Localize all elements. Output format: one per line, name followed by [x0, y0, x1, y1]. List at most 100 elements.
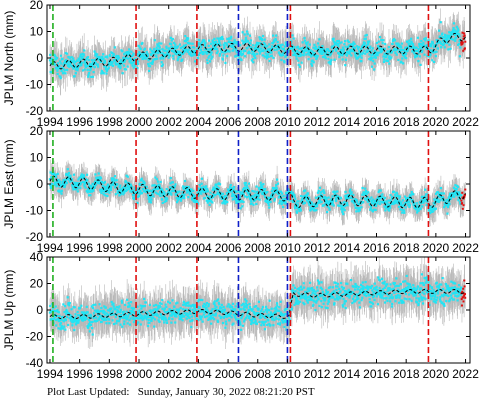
data-point	[106, 186, 109, 190]
y-tick-label: 0	[36, 51, 43, 65]
data-point	[383, 58, 386, 61]
data-point	[233, 195, 236, 198]
data-point	[333, 58, 336, 61]
data-point	[204, 41, 207, 44]
data-point	[132, 54, 135, 57]
data-point	[282, 52, 285, 55]
data-point	[160, 192, 163, 195]
data-point	[193, 194, 196, 197]
data-point	[159, 57, 162, 60]
data-point	[383, 47, 386, 50]
data-point	[247, 190, 250, 193]
recent-point	[463, 32, 466, 35]
data-point	[127, 51, 131, 54]
data-point	[87, 187, 90, 191]
data-point	[107, 63, 110, 67]
data-point	[377, 40, 380, 43]
data-point	[420, 50, 424, 54]
data-point	[109, 63, 112, 66]
data-point	[452, 27, 455, 30]
data-point	[49, 186, 53, 190]
data-point	[413, 56, 417, 59]
data-point	[197, 42, 201, 45]
data-point	[100, 191, 103, 195]
data-point	[370, 65, 374, 68]
data-point	[136, 53, 139, 56]
data-point	[388, 58, 391, 61]
data-point	[216, 185, 219, 188]
data-point	[189, 42, 192, 45]
data-point	[450, 37, 453, 41]
data-point	[142, 52, 145, 55]
data-point	[432, 51, 435, 54]
data-point	[429, 49, 432, 52]
data-point	[211, 39, 214, 42]
data-point	[198, 38, 201, 42]
data-point	[416, 36, 419, 39]
data-point	[185, 49, 188, 52]
data-point	[457, 32, 460, 35]
data-point	[425, 44, 429, 47]
data-point	[191, 42, 194, 45]
data-point	[71, 186, 74, 189]
data-point	[179, 55, 182, 58]
data-point	[413, 46, 416, 49]
data-point	[97, 182, 100, 185]
data-point	[215, 188, 218, 191]
data-point	[238, 57, 241, 60]
data-point	[154, 191, 158, 194]
data-point	[151, 192, 154, 195]
data-point	[347, 40, 350, 44]
data-point	[424, 46, 428, 49]
data-point	[404, 46, 407, 50]
data-point	[210, 42, 213, 45]
data-point	[92, 183, 96, 186]
data-point	[309, 52, 312, 55]
data-point	[136, 201, 139, 204]
data-point	[250, 200, 253, 203]
data-point	[62, 179, 65, 182]
data-point	[450, 33, 453, 36]
data-point	[443, 46, 446, 49]
data-point	[410, 37, 413, 40]
data-point	[69, 62, 72, 65]
data-point	[393, 47, 396, 50]
x-tick-label: 2014	[333, 115, 360, 129]
data-point	[337, 45, 340, 48]
data-point	[181, 193, 185, 197]
data-point	[351, 43, 354, 46]
data-point	[79, 186, 82, 189]
data-point	[208, 51, 211, 54]
data-point	[245, 39, 248, 42]
data-point	[55, 184, 59, 187]
data-point	[181, 45, 184, 49]
data-point	[257, 41, 260, 45]
data-point	[145, 50, 148, 54]
data-point	[102, 193, 105, 196]
data-point	[54, 183, 57, 186]
data-point	[284, 41, 287, 44]
data-point	[404, 53, 407, 56]
data-point	[300, 53, 303, 56]
data-point	[387, 56, 390, 59]
data-point	[183, 196, 186, 200]
data-point	[52, 173, 56, 176]
data-point	[456, 27, 459, 30]
data-point	[282, 48, 285, 51]
data-point	[88, 186, 91, 189]
data-point	[380, 39, 383, 42]
data-point	[140, 177, 143, 180]
data-point	[336, 40, 339, 43]
data-point	[228, 50, 231, 53]
data-point	[118, 61, 122, 64]
data-point	[114, 61, 117, 65]
data-point	[228, 37, 231, 40]
data-point	[141, 188, 145, 191]
data-point	[96, 63, 99, 66]
data-point	[138, 46, 141, 49]
data-point	[265, 57, 268, 60]
data-point	[61, 182, 65, 185]
data-point	[140, 192, 144, 195]
data-point	[221, 202, 224, 205]
data-point	[201, 51, 204, 54]
